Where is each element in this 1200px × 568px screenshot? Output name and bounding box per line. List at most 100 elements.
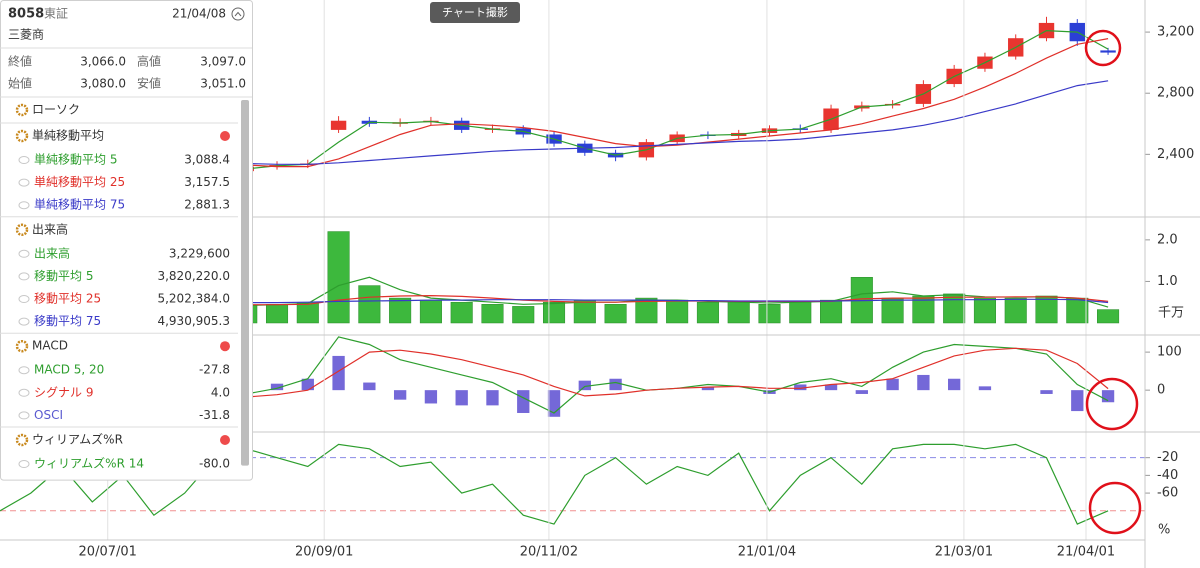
histogram-bar <box>517 390 530 413</box>
unit-label: % <box>1158 523 1170 538</box>
company-name: 三菱商 <box>8 27 44 42</box>
eye-icon[interactable] <box>18 156 30 164</box>
button-bg[interactable] <box>430 2 520 23</box>
histogram-bar <box>270 383 284 391</box>
highlight-circle <box>1085 377 1139 431</box>
gear-icon[interactable] <box>15 339 29 353</box>
scrollbar[interactable] <box>241 100 249 466</box>
item-value: 3,229,600 <box>169 246 230 260</box>
eye-icon[interactable] <box>18 272 30 281</box>
collapse-chevron[interactable] <box>234 11 242 17</box>
histogram-bar <box>948 378 961 391</box>
histogram-bar <box>917 374 930 391</box>
eye-icon[interactable] <box>18 178 30 187</box>
histogram-bar <box>701 387 715 391</box>
gear-icon[interactable] <box>15 129 29 143</box>
eye-icon[interactable] <box>18 366 30 375</box>
histogram-bar <box>455 390 468 406</box>
volume-bar <box>820 299 843 324</box>
eye-icon[interactable] <box>18 201 30 210</box>
item-name: 移動平均 5 <box>34 269 93 283</box>
histogram-bar <box>578 380 591 391</box>
volume-bar <box>573 299 596 324</box>
y-tick-label: 2.0 <box>1157 232 1178 247</box>
volume-bar <box>327 231 350 324</box>
volume-bar <box>604 304 627 324</box>
x-tick-label: 20/09/01 <box>295 545 353 560</box>
histogram-bar <box>824 384 838 391</box>
histogram-bar <box>794 384 807 391</box>
volume-bar <box>481 304 504 324</box>
item-value: 3,157.5 <box>184 175 230 189</box>
item-value: 3,088.4 <box>184 153 230 167</box>
collapse-icon[interactable] <box>231 7 245 21</box>
item-value: 5,202,384.0 <box>157 292 230 306</box>
eye-icon[interactable] <box>18 295 30 303</box>
volume-bar <box>512 306 535 324</box>
eye-icon[interactable] <box>18 388 30 397</box>
eye-icon[interactable] <box>18 249 30 258</box>
volume-bar <box>943 293 966 324</box>
annotations <box>1084 29 1142 535</box>
quote-value: 3,080.0 <box>80 77 126 91</box>
panel-bg <box>0 0 253 481</box>
item-value: 2,881.3 <box>184 198 230 212</box>
quote-label: 高値 <box>137 54 161 69</box>
exchange: 東証 <box>44 7 68 21</box>
volume-bar <box>296 301 319 324</box>
histogram-bar <box>855 390 868 394</box>
histogram-bar <box>486 390 499 406</box>
volume-bar <box>635 297 658 324</box>
item-value: -31.8 <box>199 408 230 422</box>
eye-icon[interactable] <box>18 411 30 420</box>
eye-icon[interactable] <box>18 317 30 326</box>
section-title: 出来高 <box>32 221 68 236</box>
histogram-bar <box>1040 390 1053 394</box>
section-title: 単純移動平均 <box>32 129 104 143</box>
quote-value: 3,051.0 <box>200 77 246 91</box>
item-name: 単純移動平均 5 <box>34 153 117 167</box>
highlight-circle <box>1084 29 1122 67</box>
item-value: 3,820,220.0 <box>157 269 230 283</box>
section-title: ウィリアムズ%R <box>32 432 123 447</box>
x-tick-label: 20/11/02 <box>520 545 578 560</box>
gear-icon[interactable] <box>15 433 29 447</box>
x-tick-label: 21/01/04 <box>738 545 796 560</box>
volume-bar <box>696 301 719 324</box>
volume-bar <box>1066 297 1089 324</box>
eye-icon[interactable] <box>18 460 30 468</box>
item-name: 単純移動平均 75 <box>34 198 125 212</box>
visibility-dot[interactable] <box>220 435 230 445</box>
histogram-bar <box>332 355 345 391</box>
visibility-dot[interactable] <box>220 341 230 352</box>
volume-bar <box>265 304 289 324</box>
section-title: ローソク <box>32 103 80 117</box>
volume-bar <box>758 304 781 324</box>
visibility-dot[interactable] <box>220 131 230 141</box>
x-tick-label: 20/07/01 <box>79 545 137 560</box>
gear-icon[interactable] <box>15 223 29 237</box>
histogram-bar <box>424 390 438 404</box>
histogram-bar <box>978 386 992 391</box>
volume-bar <box>727 301 750 324</box>
quote-value: 3,066.0 <box>80 55 126 69</box>
gear-icon[interactable] <box>15 103 29 117</box>
volume-bar <box>1004 297 1027 324</box>
volume-bar <box>450 301 473 324</box>
button-label[interactable]: チャート撮影 <box>442 5 508 19</box>
volume-bar <box>789 301 812 324</box>
volume-bar <box>881 297 904 324</box>
capture-button[interactable]: チャート撮影 <box>430 2 520 23</box>
date: 21/04/08 <box>172 7 226 21</box>
item-name: MACD 5, 20 <box>34 363 104 377</box>
volume-bar <box>1097 309 1120 324</box>
x-tick-label: 21/04/01 <box>1057 545 1115 560</box>
histogram-bar <box>609 378 622 391</box>
y-tick-label: 100 <box>1157 345 1182 360</box>
item-name: シグナル 9 <box>34 385 93 399</box>
y-tick-label: 2,800 <box>1157 86 1194 101</box>
item-name: 出来高 <box>34 245 70 260</box>
histogram-bar <box>1071 390 1084 412</box>
